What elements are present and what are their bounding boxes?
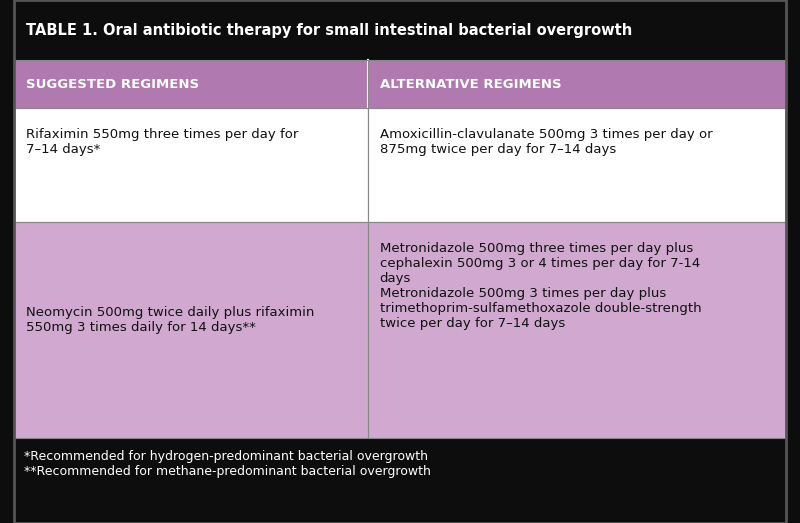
Text: Metronidazole 500mg three times per day plus
cephalexin 500mg 3 or 4 times per d: Metronidazole 500mg three times per day …: [379, 242, 702, 330]
Text: Amoxicillin-clavulanate 500mg 3 times per day or
875mg twice per day for 7–14 da: Amoxicillin-clavulanate 500mg 3 times pe…: [379, 128, 712, 156]
Bar: [14, 438, 786, 523]
Bar: [14, 108, 367, 222]
Text: SUGGESTED REGIMENS: SUGGESTED REGIMENS: [26, 77, 199, 90]
Bar: [367, 60, 786, 108]
Bar: [14, 0, 786, 60]
Text: Rifaximin 550mg three times per day for
7–14 days*: Rifaximin 550mg three times per day for …: [26, 128, 298, 156]
Text: ALTERNATIVE REGIMENS: ALTERNATIVE REGIMENS: [379, 77, 562, 90]
Text: TABLE 1. Oral antibiotic therapy for small intestinal bacterial overgrowth: TABLE 1. Oral antibiotic therapy for sma…: [26, 22, 632, 38]
Bar: [367, 108, 786, 222]
Bar: [14, 60, 367, 108]
Bar: [14, 222, 367, 438]
Bar: [367, 222, 786, 438]
Text: Neomycin 500mg twice daily plus rifaximin
550mg 3 times daily for 14 days**: Neomycin 500mg twice daily plus rifaximi…: [26, 306, 314, 334]
Text: *Recommended for hydrogen-predominant bacterial overgrowth
**Recommended for met: *Recommended for hydrogen-predominant ba…: [24, 450, 431, 478]
